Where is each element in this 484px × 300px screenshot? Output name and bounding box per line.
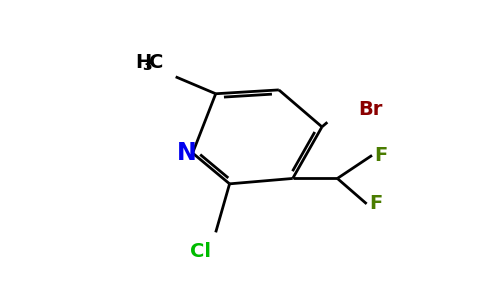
Text: Br: Br — [358, 100, 382, 118]
Text: F: F — [375, 146, 388, 165]
Text: H: H — [135, 53, 151, 72]
Text: F: F — [369, 194, 382, 213]
Text: N: N — [177, 141, 197, 165]
Text: C: C — [149, 53, 163, 72]
Text: 3: 3 — [143, 59, 152, 73]
Text: Cl: Cl — [190, 242, 211, 261]
